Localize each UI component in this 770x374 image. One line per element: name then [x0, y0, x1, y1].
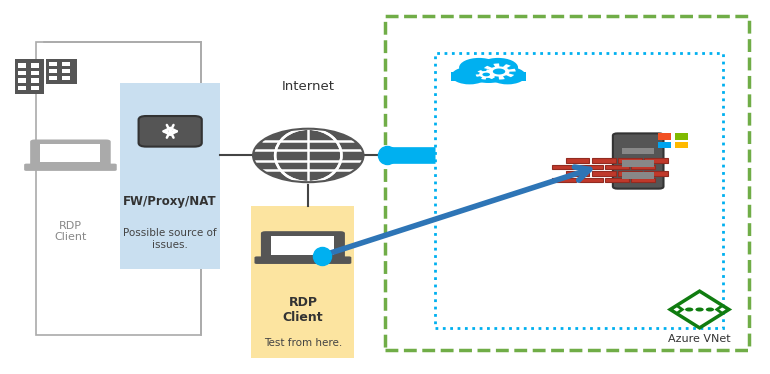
FancyBboxPatch shape — [62, 76, 70, 80]
FancyBboxPatch shape — [30, 140, 111, 167]
Polygon shape — [482, 73, 490, 76]
FancyBboxPatch shape — [604, 165, 628, 169]
Circle shape — [478, 58, 518, 77]
FancyBboxPatch shape — [49, 62, 57, 66]
Text: FW/Proxy/NAT: FW/Proxy/NAT — [123, 195, 217, 208]
Circle shape — [465, 60, 512, 83]
FancyBboxPatch shape — [18, 79, 26, 83]
FancyBboxPatch shape — [36, 42, 201, 335]
FancyBboxPatch shape — [553, 178, 577, 183]
Text: Test from here.: Test from here. — [264, 338, 342, 348]
FancyBboxPatch shape — [49, 76, 57, 80]
FancyBboxPatch shape — [622, 160, 654, 166]
FancyBboxPatch shape — [566, 158, 589, 163]
FancyBboxPatch shape — [658, 133, 671, 140]
FancyBboxPatch shape — [15, 59, 44, 94]
Polygon shape — [253, 129, 363, 182]
FancyBboxPatch shape — [18, 71, 26, 75]
FancyBboxPatch shape — [622, 148, 654, 154]
Polygon shape — [476, 70, 497, 80]
FancyBboxPatch shape — [261, 231, 345, 260]
FancyBboxPatch shape — [451, 72, 526, 81]
FancyBboxPatch shape — [49, 69, 57, 73]
FancyBboxPatch shape — [62, 62, 70, 66]
FancyBboxPatch shape — [613, 134, 664, 188]
FancyBboxPatch shape — [18, 86, 26, 91]
FancyBboxPatch shape — [591, 158, 615, 163]
FancyBboxPatch shape — [553, 165, 577, 169]
FancyBboxPatch shape — [644, 158, 668, 163]
FancyBboxPatch shape — [644, 171, 668, 176]
Text: Possible source of
issues.: Possible source of issues. — [123, 228, 217, 250]
FancyBboxPatch shape — [18, 63, 26, 68]
FancyBboxPatch shape — [631, 178, 654, 183]
Polygon shape — [493, 68, 505, 74]
FancyBboxPatch shape — [31, 63, 39, 68]
FancyBboxPatch shape — [46, 59, 78, 84]
Circle shape — [695, 307, 704, 312]
Circle shape — [459, 58, 499, 77]
FancyBboxPatch shape — [675, 142, 688, 148]
FancyBboxPatch shape — [41, 144, 100, 162]
FancyBboxPatch shape — [24, 163, 117, 171]
Text: RDP
Client: RDP Client — [283, 295, 323, 324]
Circle shape — [685, 307, 693, 312]
Text: Internet: Internet — [282, 80, 335, 93]
FancyBboxPatch shape — [675, 133, 688, 140]
FancyBboxPatch shape — [251, 206, 354, 358]
FancyBboxPatch shape — [566, 171, 589, 176]
FancyBboxPatch shape — [139, 116, 202, 147]
Circle shape — [451, 67, 487, 85]
Text: Azure VNet: Azure VNet — [668, 334, 731, 344]
FancyBboxPatch shape — [604, 178, 628, 183]
Polygon shape — [482, 64, 516, 80]
FancyBboxPatch shape — [120, 83, 220, 269]
FancyBboxPatch shape — [622, 172, 654, 179]
Circle shape — [706, 307, 714, 312]
FancyBboxPatch shape — [272, 236, 334, 255]
Text: RDP
Client: RDP Client — [54, 221, 87, 242]
FancyBboxPatch shape — [658, 142, 671, 148]
FancyBboxPatch shape — [578, 178, 602, 183]
FancyBboxPatch shape — [578, 165, 602, 169]
FancyBboxPatch shape — [631, 165, 654, 169]
Circle shape — [490, 67, 526, 85]
FancyBboxPatch shape — [254, 257, 351, 264]
FancyBboxPatch shape — [31, 79, 39, 83]
FancyBboxPatch shape — [31, 71, 39, 75]
FancyBboxPatch shape — [591, 171, 615, 176]
FancyBboxPatch shape — [618, 171, 641, 176]
FancyBboxPatch shape — [618, 158, 641, 163]
FancyBboxPatch shape — [31, 86, 39, 91]
FancyBboxPatch shape — [62, 69, 70, 73]
